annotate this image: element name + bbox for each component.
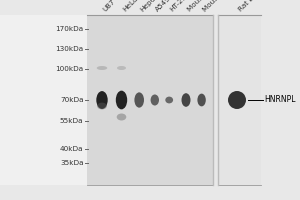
Bar [261, 15, 300, 185]
Text: 100kDa: 100kDa [55, 66, 83, 72]
Ellipse shape [165, 97, 173, 103]
Ellipse shape [117, 66, 126, 70]
Text: HT-29: HT-29 [169, 0, 188, 13]
Text: 55kDa: 55kDa [60, 118, 83, 124]
Text: 130kDa: 130kDa [55, 46, 83, 52]
Bar [0, 15, 87, 185]
Text: Mouse brain: Mouse brain [186, 0, 221, 13]
Text: HepG2: HepG2 [139, 0, 161, 13]
Ellipse shape [117, 114, 126, 120]
Ellipse shape [151, 94, 159, 106]
Ellipse shape [116, 91, 127, 109]
Bar [87, 15, 213, 185]
Ellipse shape [134, 92, 144, 108]
Text: Rat brain: Rat brain [237, 0, 265, 13]
Text: HeLa: HeLa [122, 0, 139, 13]
Bar [218, 15, 261, 185]
Text: HNRNPL: HNRNPL [264, 96, 296, 104]
Ellipse shape [96, 91, 108, 109]
Text: 40kDa: 40kDa [60, 146, 83, 152]
Ellipse shape [182, 93, 190, 107]
Ellipse shape [97, 103, 107, 109]
Text: 170kDa: 170kDa [55, 26, 83, 32]
Text: U87: U87 [102, 0, 116, 13]
Text: 35kDa: 35kDa [60, 160, 83, 166]
Ellipse shape [197, 94, 206, 106]
Ellipse shape [228, 91, 246, 109]
Ellipse shape [97, 66, 107, 70]
Text: Mouse ovary: Mouse ovary [202, 0, 239, 13]
Text: 70kDa: 70kDa [60, 97, 83, 103]
Text: A549: A549 [155, 0, 172, 13]
